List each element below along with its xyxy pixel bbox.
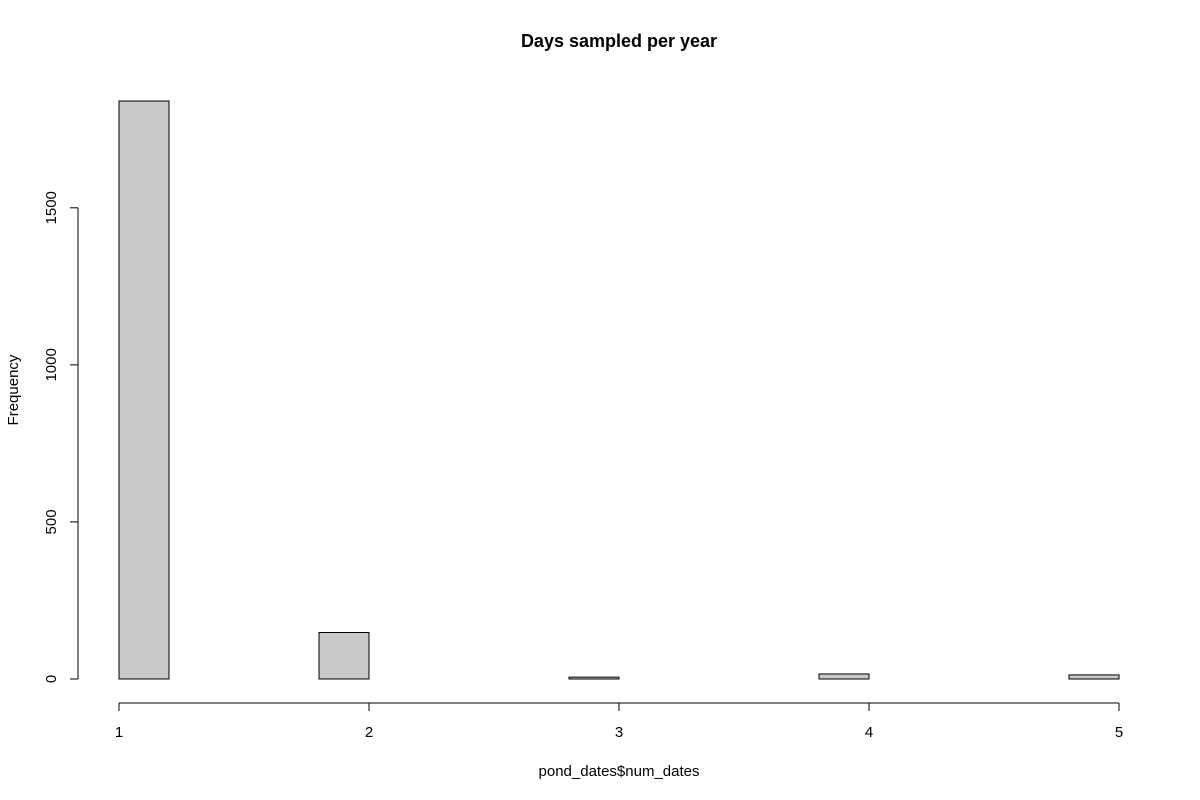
histogram-bar-4 [318, 632, 370, 680]
x-tick-label: 4 [865, 724, 873, 741]
histogram-bar-0 [118, 100, 170, 680]
y-tick-label: 0 [43, 675, 60, 683]
chart-title: Days sampled per year [521, 31, 717, 51]
histogram-bar-14 [818, 673, 870, 680]
x-tick-label: 1 [115, 724, 123, 741]
histogram-bar-19 [1068, 674, 1120, 680]
y-tick-label: 500 [43, 509, 60, 534]
y-axis-label: Frequency [5, 354, 22, 425]
x-axis-label: pond_dates$num_dates [539, 763, 700, 780]
x-tick-label: 2 [365, 724, 373, 741]
x-tick-label: 5 [1115, 724, 1123, 741]
x-axis: 1 2 3 4 5 [115, 702, 1123, 741]
y-axis: 0 500 1000 1500 [43, 191, 79, 683]
y-tick-label: 1500 [43, 191, 60, 224]
x-tick-label: 3 [615, 724, 623, 741]
y-tick-label: 1000 [43, 348, 60, 381]
bars-group [118, 100, 1120, 680]
histogram-bar-9 [568, 676, 620, 680]
